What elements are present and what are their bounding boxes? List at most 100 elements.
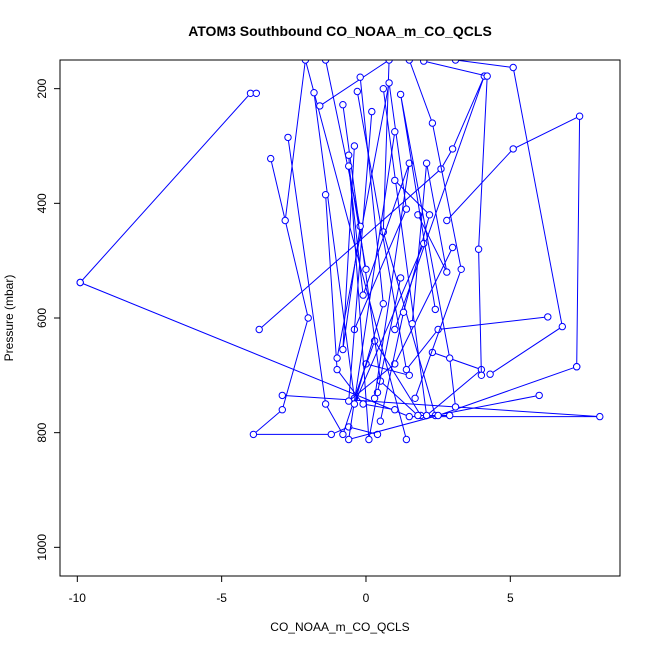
series-line [348, 155, 402, 440]
data-point [379, 300, 387, 308]
data-point [278, 406, 286, 414]
data-point [301, 60, 310, 64]
data-point [405, 159, 413, 167]
data-point [558, 322, 566, 331]
data-point [422, 159, 431, 167]
x-tick-label: 5 [507, 591, 514, 605]
data-series [405, 60, 465, 402]
data-point [255, 325, 263, 334]
data-point [405, 412, 413, 421]
data-series [345, 107, 457, 405]
series-line [353, 77, 425, 405]
data-point [405, 60, 413, 64]
data-point [443, 216, 451, 225]
series-line [348, 131, 577, 441]
data-point [350, 142, 359, 150]
data-point [365, 435, 373, 444]
series-line [408, 60, 462, 399]
data-point [486, 370, 494, 378]
data-point [327, 430, 335, 439]
series-line [80, 282, 600, 418]
y-tick-label: 1000 [35, 534, 49, 561]
data-point [402, 205, 411, 213]
data-point [373, 430, 382, 439]
data-series [350, 73, 428, 408]
data-point [321, 60, 330, 64]
data-point [434, 411, 442, 420]
data-point [414, 411, 422, 420]
data-point [457, 265, 465, 273]
data-point [345, 397, 353, 405]
data-point [370, 394, 379, 402]
data-point [391, 406, 399, 414]
data-point [535, 391, 543, 400]
x-axis: -10 -5 0 5 [69, 575, 514, 605]
data-point [573, 363, 581, 371]
data-point [448, 145, 457, 153]
x-tick-label: -10 [69, 591, 87, 605]
data-point [385, 60, 393, 64]
data-point [339, 430, 347, 439]
data-point [446, 411, 454, 420]
data-series [321, 60, 364, 354]
series-line [356, 91, 548, 371]
data-point [425, 211, 434, 219]
data-point [431, 305, 439, 314]
data-series [376, 176, 434, 425]
y-tick-label: 400 [35, 193, 49, 213]
data-point [310, 89, 318, 97]
data-point [402, 365, 411, 374]
data-point [575, 112, 584, 120]
data-point [451, 403, 460, 411]
data-point [359, 400, 367, 408]
series-line [455, 60, 563, 375]
data-point [350, 400, 359, 408]
series-line [411, 163, 448, 324]
data-point [321, 400, 330, 408]
y-tick-label: 600 [35, 308, 49, 328]
y-tick-label: 200 [35, 78, 49, 98]
data-point [544, 313, 552, 321]
data-point [391, 128, 399, 136]
data-point [446, 354, 454, 362]
x-tick-label: 0 [363, 591, 370, 605]
data-point [509, 63, 517, 72]
data-point [284, 133, 292, 142]
data-point [304, 314, 312, 322]
chart-title: ATOM3 Southbound CO_NOAA_m_CO_QCLS [188, 23, 492, 39]
series-layer [76, 60, 604, 444]
series-line [325, 60, 361, 350]
data-point [408, 320, 416, 328]
data-point [420, 239, 428, 248]
data-series [443, 112, 584, 371]
data-point [333, 365, 341, 374]
y-tick-label: 800 [35, 422, 49, 442]
data-point [345, 151, 353, 159]
data-point [316, 102, 324, 110]
data-series [451, 60, 566, 378]
data-point [252, 89, 260, 98]
data-point [249, 430, 258, 439]
data-point [333, 354, 341, 362]
data-point [278, 391, 286, 400]
data-point [391, 176, 399, 185]
data-point [339, 345, 347, 354]
data-point [353, 87, 361, 96]
data-point [359, 291, 367, 299]
data-point [385, 79, 393, 87]
data-point [376, 417, 385, 425]
data-series [345, 159, 413, 402]
data-point [428, 119, 437, 127]
series-line [446, 115, 581, 367]
data-point [509, 145, 517, 153]
y-axis: 200 400 600 800 1000 [35, 78, 61, 561]
data-point [396, 90, 405, 99]
data-series [249, 154, 382, 439]
data-point [596, 412, 604, 421]
data-point [368, 107, 376, 116]
data-point [321, 191, 330, 199]
data-point [477, 371, 486, 379]
data-series [408, 159, 451, 328]
data-series [396, 90, 460, 411]
